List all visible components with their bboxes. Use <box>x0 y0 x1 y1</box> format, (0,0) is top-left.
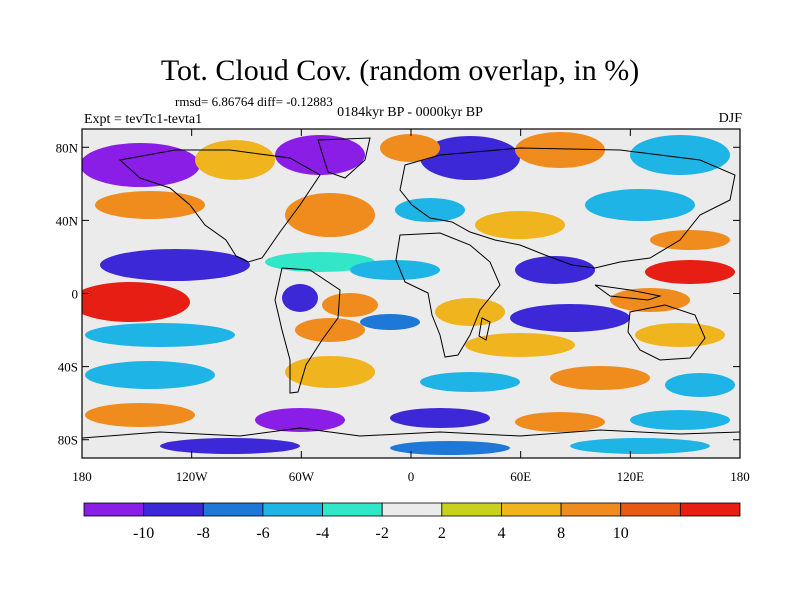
season-label: DJF <box>718 111 742 126</box>
south-america-coast <box>274 267 341 394</box>
axis-ticks: 180 120W 60W 0 60E 120E 180 80N 40N 0 40S 80S <box>56 129 750 484</box>
anomaly-patch <box>475 211 565 239</box>
anomaly-patch <box>160 438 300 454</box>
anomaly-patch <box>295 318 365 342</box>
colorbar-box <box>679 502 741 517</box>
anomaly-patch <box>635 323 725 347</box>
anomaly-patch <box>255 408 345 432</box>
y-tick-label: 40N <box>56 213 79 228</box>
x-tick-label: 180 <box>730 469 750 484</box>
eurasia-coast <box>399 147 736 269</box>
anomaly-patch <box>570 438 710 454</box>
anomaly-patch <box>665 373 735 397</box>
africa-coast <box>395 232 501 358</box>
colorbar: -10 -8 -6 -4 -2 2 4 8 10 <box>83 502 741 542</box>
colorbar-label: 4 <box>497 525 505 542</box>
y-tick-label: 40S <box>58 360 78 375</box>
y-tick-label: 80S <box>58 433 78 448</box>
anomaly-patch <box>390 441 510 455</box>
x-tick-label: 60W <box>289 469 315 484</box>
x-tick-label: 60E <box>510 469 531 484</box>
anomaly-patch <box>610 288 690 312</box>
experiment-label: Expt = tevTc1-tevta1 <box>84 112 203 127</box>
colorbar-label: -2 <box>376 525 389 542</box>
time-period-label: 0184kyr BP - 0000kyr BP <box>337 105 483 120</box>
colorbar-box <box>262 502 323 517</box>
anomaly-patch <box>85 323 235 347</box>
x-tick-label: 180 <box>72 469 92 484</box>
y-tick-label: 0 <box>72 287 79 302</box>
colorbar-box <box>620 502 681 517</box>
colorbar-label: -10 <box>133 525 154 542</box>
anomaly-patch <box>265 252 375 272</box>
anomaly-patch <box>85 403 195 427</box>
colorbar-label: 8 <box>557 525 565 542</box>
colorbar-label: -6 <box>256 525 269 542</box>
anomaly-patch <box>550 366 650 390</box>
colorbar-box <box>83 502 145 517</box>
anomaly-patch <box>322 293 378 317</box>
anomaly-patch <box>95 191 205 219</box>
x-tick-label: 0 <box>408 469 415 484</box>
anomaly-patch <box>285 356 375 388</box>
anomaly-patch <box>515 412 605 432</box>
colorbar-box <box>560 502 622 517</box>
anomaly-patch <box>645 260 735 284</box>
colorbar-box <box>202 502 264 517</box>
anomaly-field <box>82 132 740 455</box>
colorbar-box <box>501 502 562 517</box>
anomaly-patch <box>282 284 318 312</box>
colorbar-box <box>143 502 204 517</box>
anomaly-patch <box>195 140 275 180</box>
anomaly-patch <box>85 361 215 389</box>
coastlines <box>82 137 740 439</box>
colorbar-box <box>381 502 443 517</box>
antarctica-coast <box>82 427 740 439</box>
y-tick-label: 80N <box>56 140 79 155</box>
anomaly-patch <box>350 260 440 280</box>
maritime-continent-coast <box>594 284 662 301</box>
colorbar-label: 2 <box>438 525 446 542</box>
colorbar-box <box>322 502 383 517</box>
anomaly-patch <box>465 333 575 357</box>
anomaly-patch <box>285 193 375 237</box>
anomaly-patch <box>510 304 630 332</box>
x-tick-label: 120W <box>176 469 209 484</box>
map-panel: 180 120W 60W 0 60E 120E 180 80N 40N 0 40S 80S <box>56 128 750 484</box>
anomaly-patch <box>515 256 595 284</box>
plot-title: Tot. Cloud Cov. (random overlap, in %) <box>160 54 640 87</box>
anomaly-patch <box>82 143 200 187</box>
anomaly-patch <box>380 134 440 162</box>
colorbar-label: 10 <box>613 525 629 542</box>
anomaly-patch <box>395 198 465 222</box>
anomaly-patch <box>100 249 250 281</box>
anomaly-patch <box>515 132 605 168</box>
colorbar-label: -4 <box>316 525 329 542</box>
rmsd-diff-stats: rmsd= 6.86764 diff= -0.12883 <box>175 94 333 109</box>
anomaly-patch <box>420 372 520 392</box>
anomaly-patch <box>360 314 420 330</box>
colorbar-label: -8 <box>197 525 210 542</box>
anomaly-patch <box>275 135 365 175</box>
anomaly-patch <box>435 298 505 326</box>
anomaly-patch <box>630 135 730 175</box>
anomaly-patch <box>82 282 190 322</box>
anomaly-patch <box>390 408 490 428</box>
north-america-coast <box>118 149 321 263</box>
anomaly-patch <box>650 230 730 250</box>
anomaly-patch <box>630 410 730 430</box>
greenland-coast <box>317 137 371 179</box>
x-tick-label: 120E <box>617 469 645 484</box>
colorbar-box <box>441 502 502 517</box>
anomaly-patch <box>585 189 695 221</box>
anomaly-patch <box>420 136 520 180</box>
madagascar-coast <box>478 317 491 341</box>
australia-coast <box>627 304 706 361</box>
